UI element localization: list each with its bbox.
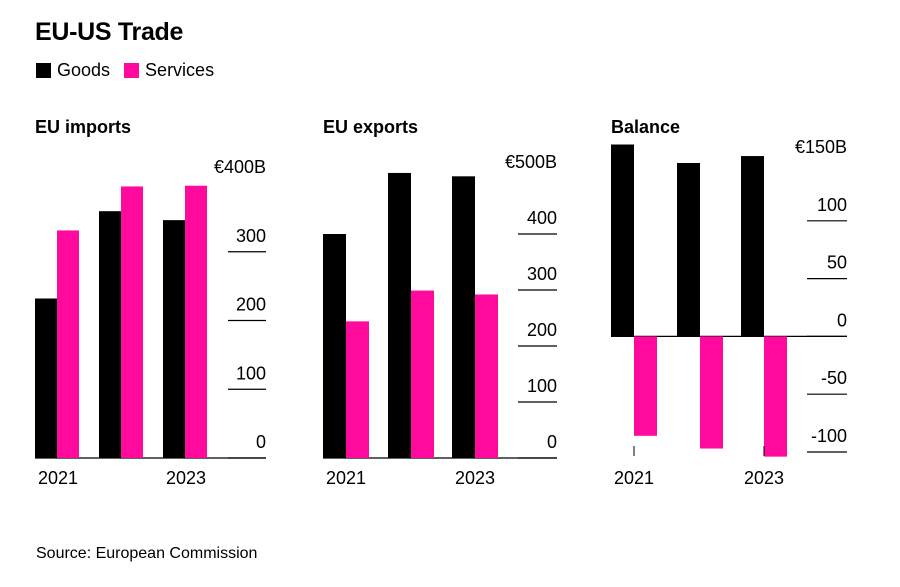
legend-item-services: Services [124, 60, 214, 81]
x-tick-label: 2021 [614, 468, 654, 488]
x-tick-label: 2023 [166, 468, 206, 488]
y-tick-label: 100 [817, 195, 847, 215]
panel-title: EU imports [35, 117, 131, 137]
y-tick-label: €400B [214, 157, 266, 177]
y-tick-label: 200 [527, 320, 557, 340]
y-tick-label: 50 [827, 253, 847, 273]
y-tick-label: 0 [256, 432, 266, 452]
legend-swatch-services [124, 63, 140, 78]
bar-goods [677, 163, 700, 337]
bar-services [411, 290, 434, 458]
bar-services [634, 336, 657, 436]
y-tick-label: 100 [527, 376, 557, 396]
bar-goods [323, 234, 346, 458]
y-tick-label: €500B [505, 152, 557, 172]
bar-services [700, 336, 723, 449]
legend: Goods Services [36, 60, 228, 81]
y-tick-label: 400 [527, 208, 557, 228]
chart-title: EU-US Trade [35, 18, 184, 46]
panel-title: EU exports [323, 117, 418, 137]
bar-services [121, 186, 143, 458]
legend-label-goods: Goods [57, 60, 111, 80]
bar-services [185, 185, 207, 458]
y-tick-label: 0 [547, 432, 557, 452]
legend-swatch-goods [36, 63, 51, 78]
bar-goods [741, 156, 764, 337]
y-tick-label: -100 [811, 426, 847, 446]
x-tick-label: 2021 [38, 468, 78, 488]
bar-goods [611, 144, 634, 337]
bar-services [57, 230, 79, 458]
x-tick-label: 2023 [744, 468, 784, 488]
bar-goods [99, 211, 121, 458]
panel-title: Balance [611, 117, 680, 137]
legend-label-services: Services [145, 60, 215, 80]
bar-goods [163, 220, 185, 458]
y-tick-label: 200 [236, 295, 266, 315]
y-tick-label: 300 [527, 264, 557, 284]
bar-goods [452, 176, 475, 458]
source-note: Source: European Commission [36, 545, 258, 562]
y-tick-label: €150B [795, 137, 847, 157]
bar-services [764, 336, 787, 457]
x-tick-label: 2021 [326, 468, 366, 488]
legend-item-goods: Goods [36, 60, 110, 81]
y-tick-label: -50 [821, 368, 847, 388]
y-tick-label: 0 [837, 310, 847, 330]
bar-services [346, 321, 369, 458]
y-tick-label: 100 [236, 363, 266, 383]
x-tick-label: 2023 [455, 468, 495, 488]
bar-services [475, 294, 498, 458]
y-tick-label: 300 [236, 226, 266, 246]
bar-goods [388, 172, 411, 458]
bar-goods [35, 298, 57, 458]
